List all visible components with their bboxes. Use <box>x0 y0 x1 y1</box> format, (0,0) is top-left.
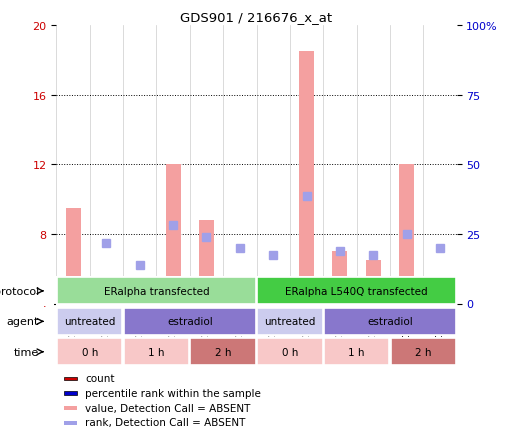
Bar <box>57 308 123 335</box>
Bar <box>65 377 77 381</box>
Bar <box>399 165 414 304</box>
Bar <box>199 220 214 304</box>
Text: agent: agent <box>6 317 39 326</box>
Text: estradiol: estradiol <box>167 317 213 326</box>
Text: untreated: untreated <box>264 317 315 326</box>
Bar <box>257 339 323 365</box>
Text: protocol: protocol <box>0 286 39 296</box>
Bar <box>66 208 81 304</box>
Bar <box>124 339 189 365</box>
Bar <box>257 308 323 335</box>
Bar <box>324 308 456 335</box>
Text: 1 h: 1 h <box>148 347 165 357</box>
Bar <box>65 391 77 395</box>
Text: count: count <box>86 373 115 383</box>
Text: ERalpha transfected: ERalpha transfected <box>104 286 209 296</box>
Bar <box>232 278 247 304</box>
Bar <box>332 252 347 304</box>
Text: rank, Detection Call = ABSENT: rank, Detection Call = ABSENT <box>86 418 246 427</box>
Text: value, Detection Call = ABSENT: value, Detection Call = ABSENT <box>86 403 251 413</box>
Text: 0 h: 0 h <box>82 347 98 357</box>
Bar <box>65 421 77 424</box>
Bar <box>432 278 447 304</box>
Text: 1 h: 1 h <box>348 347 365 357</box>
Title: GDS901 / 216676_x_at: GDS901 / 216676_x_at <box>181 10 332 23</box>
Bar <box>57 339 123 365</box>
Bar <box>324 339 389 365</box>
Text: percentile rank within the sample: percentile rank within the sample <box>86 388 261 398</box>
Text: 2 h: 2 h <box>215 347 231 357</box>
Bar <box>65 406 77 410</box>
Text: time: time <box>13 347 39 357</box>
Bar <box>190 339 256 365</box>
Bar <box>57 278 256 305</box>
Bar <box>299 52 314 304</box>
Text: estradiol: estradiol <box>367 317 413 326</box>
Bar <box>366 260 381 304</box>
Bar <box>166 165 181 304</box>
Text: 0 h: 0 h <box>282 347 298 357</box>
Bar <box>132 295 147 304</box>
Bar <box>390 339 456 365</box>
Text: 2 h: 2 h <box>415 347 431 357</box>
Text: untreated: untreated <box>64 317 115 326</box>
Bar <box>124 308 256 335</box>
Bar <box>257 278 456 305</box>
Bar <box>99 278 114 304</box>
Text: ERalpha L540Q transfected: ERalpha L540Q transfected <box>285 286 428 296</box>
Bar <box>266 278 281 304</box>
